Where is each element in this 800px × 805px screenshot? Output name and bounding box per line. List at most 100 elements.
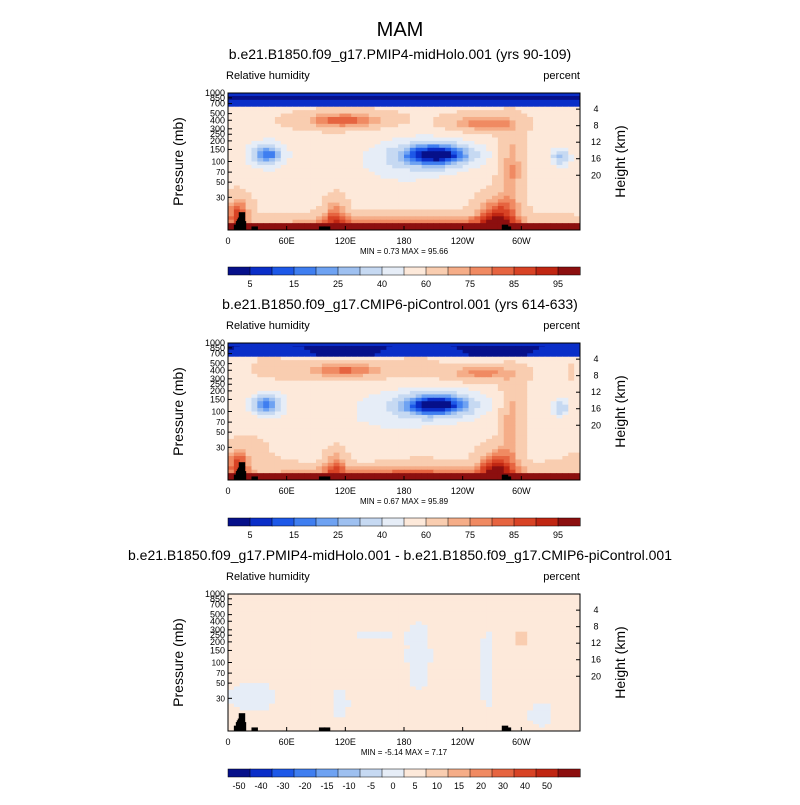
heatmap-cell xyxy=(251,103,257,107)
heatmap-cell xyxy=(404,422,410,426)
heatmap-cell xyxy=(510,367,516,371)
heatmap-cell xyxy=(427,350,433,354)
heatmap-cell xyxy=(386,381,392,385)
heatmap-cell xyxy=(386,456,392,460)
heatmap-cell xyxy=(363,185,369,189)
heatmap-cell xyxy=(422,388,428,392)
heatmap-cell xyxy=(339,442,345,446)
heatmap-cell xyxy=(521,165,527,169)
heatmap-cell xyxy=(480,144,486,148)
heatmap-cell xyxy=(386,360,392,364)
heatmap-cell xyxy=(293,446,299,450)
heatmap-cell xyxy=(351,151,357,155)
heatmap-cell xyxy=(351,442,357,446)
heatmap-cell xyxy=(363,435,369,439)
heatmap-cell xyxy=(369,453,375,457)
heatmap-cell xyxy=(345,398,351,402)
heatmap-cell xyxy=(363,459,369,463)
heatmap-cell xyxy=(304,384,310,388)
heatmap-cell xyxy=(557,182,563,186)
heatmap-cell xyxy=(439,155,445,159)
heatmap-cell xyxy=(510,346,516,350)
heatmap-cell xyxy=(287,124,293,128)
heatmap-cell xyxy=(381,360,387,364)
heatmap-cell xyxy=(281,470,287,474)
heatmap-cell xyxy=(469,370,475,374)
heatmap-cell xyxy=(422,114,428,118)
heatmap-cell xyxy=(328,449,334,453)
heatmap-cell xyxy=(515,412,521,416)
heatmap-cell xyxy=(469,412,475,416)
heatmap-cell xyxy=(322,189,328,193)
heatmap-cell xyxy=(504,456,510,460)
heatmap-cell xyxy=(351,223,357,227)
heatmap-cell xyxy=(287,120,293,124)
heatmap-cell xyxy=(310,151,316,155)
colorbar-label: 40 xyxy=(377,530,387,540)
heatmap-cell xyxy=(416,223,422,227)
heatmap-cell xyxy=(545,179,551,183)
heatmap-cell xyxy=(504,216,510,220)
heatmap-cell xyxy=(281,96,287,100)
heatmap-cell xyxy=(568,124,574,128)
heatmap-cell xyxy=(304,165,310,169)
heatmap-cell xyxy=(381,124,387,128)
heatmap-cell xyxy=(480,185,486,189)
heatmap-cell xyxy=(474,110,480,114)
heatmap-cell xyxy=(457,422,463,426)
heatmap-cell xyxy=(345,384,351,388)
heatmap-cell xyxy=(287,223,293,227)
heatmap-cell xyxy=(345,353,351,357)
heatmap-cell xyxy=(310,127,316,131)
heatmap-cell xyxy=(386,158,392,162)
heatmap-cell xyxy=(557,364,563,368)
heatmap-cell xyxy=(404,213,410,217)
heatmap-cell xyxy=(404,442,410,446)
heatmap-cell xyxy=(521,185,527,189)
heatmap-cell xyxy=(469,206,475,210)
heatmap-cell xyxy=(486,213,492,217)
heatmap-cell xyxy=(304,401,310,405)
heatmap-cell xyxy=(398,442,404,446)
heatmap-cell xyxy=(363,377,369,381)
heatmap-cell xyxy=(386,453,392,457)
heatmap-cell xyxy=(375,466,381,470)
heatmap-cell xyxy=(416,209,422,213)
heatmap-cell xyxy=(557,388,563,392)
heatmap-cell xyxy=(474,381,480,385)
heatmap-cell xyxy=(498,370,504,374)
heatmap-cell xyxy=(345,453,351,457)
heatmap-cell xyxy=(510,398,516,402)
heatmap-cell xyxy=(310,435,316,439)
heatmap-cell xyxy=(474,162,480,166)
heatmap-cell xyxy=(386,353,392,357)
heatmap-cell xyxy=(404,220,410,224)
heatmap-cell xyxy=(275,182,281,186)
heatmap-cell xyxy=(228,155,234,159)
heatmap-cell xyxy=(504,425,510,429)
heatmap-cell xyxy=(433,199,439,203)
heatmap-cell xyxy=(457,432,463,436)
heatmap-cell xyxy=(298,131,304,135)
heatmap-cell xyxy=(269,470,275,474)
heatmap-cell xyxy=(304,391,310,395)
heatmap-cell xyxy=(398,357,404,361)
heatmap-cell xyxy=(521,370,527,374)
heatmap-cell xyxy=(328,470,334,474)
topography xyxy=(324,226,330,230)
heatmap-cell xyxy=(334,172,340,176)
heatmap-cell xyxy=(463,165,469,169)
heatmap-cell xyxy=(339,175,345,179)
heatmap-cell xyxy=(451,364,457,368)
heatmap-cell xyxy=(351,456,357,460)
heatmap-cell xyxy=(240,381,246,385)
colorbar-swatch xyxy=(514,267,536,275)
heatmap-cell xyxy=(562,405,568,409)
heatmap-cell xyxy=(427,388,433,392)
heatmap-cell xyxy=(328,100,334,104)
heatmap-cell xyxy=(562,155,568,159)
heatmap-cell xyxy=(533,473,539,477)
heatmap-cell xyxy=(304,412,310,416)
heatmap-cell xyxy=(515,384,521,388)
heatmap-cell xyxy=(345,209,351,213)
